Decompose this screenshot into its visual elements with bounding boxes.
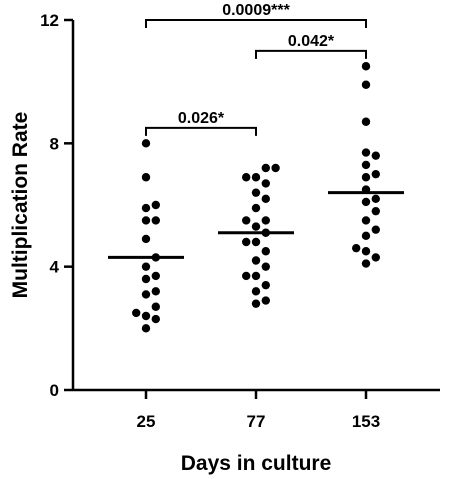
data-points — [132, 62, 380, 333]
y-tick-label: 0 — [50, 381, 59, 400]
significance-label: 0.0009*** — [222, 2, 290, 19]
significance-label: 0.042* — [288, 33, 335, 50]
significance-brackets: 0.0009*** 0.042* 0.026* — [145, 2, 367, 136]
data-point — [261, 216, 270, 225]
data-point — [141, 234, 151, 244]
data-point — [141, 139, 151, 148]
data-point — [261, 280, 270, 290]
data-point — [141, 324, 151, 333]
data-point — [151, 302, 160, 311]
y-tick-label: 4 — [50, 258, 60, 277]
significance-bracket — [145, 19, 367, 28]
data-point — [242, 173, 251, 182]
data-point — [261, 262, 270, 271]
data-point — [141, 262, 151, 271]
data-point — [251, 271, 261, 281]
significance-bracket — [255, 49, 367, 59]
data-point — [151, 271, 160, 281]
data-point — [251, 173, 261, 182]
data-point — [141, 216, 151, 225]
data-point — [151, 216, 160, 225]
data-point — [261, 194, 270, 204]
data-point — [141, 173, 151, 182]
data-point — [361, 62, 371, 71]
data-point — [352, 243, 361, 253]
data-point — [371, 206, 380, 216]
y-ticks: 0 4 8 12 — [40, 11, 73, 400]
y-tick-label: 8 — [50, 134, 59, 153]
data-point — [251, 222, 261, 231]
x-tick-label: 77 — [247, 412, 266, 431]
data-point — [361, 160, 371, 170]
data-point — [141, 311, 151, 321]
data-point — [132, 308, 141, 318]
data-point — [261, 179, 270, 188]
data-point — [361, 148, 371, 157]
data-point — [141, 274, 151, 284]
data-point — [251, 237, 261, 247]
data-point — [251, 203, 261, 213]
data-point — [361, 117, 371, 126]
data-point — [371, 194, 380, 204]
median-lines — [108, 191, 404, 259]
data-point — [242, 271, 251, 281]
data-point — [371, 253, 380, 262]
data-point — [361, 173, 371, 182]
data-point — [151, 200, 160, 210]
x-tick-label: 25 — [137, 412, 156, 431]
x-ticks: 25 77 153 — [137, 390, 380, 431]
data-point — [371, 225, 380, 234]
data-point — [361, 231, 371, 241]
data-point — [151, 287, 160, 296]
data-point — [371, 169, 380, 179]
data-point — [361, 197, 371, 207]
x-axis-title: Days in culture — [181, 452, 332, 475]
data-point — [361, 247, 371, 256]
data-point — [361, 80, 371, 89]
data-point — [371, 151, 380, 160]
data-point — [141, 203, 151, 213]
data-point — [261, 296, 270, 305]
y-tick-label: 12 — [40, 11, 59, 30]
data-point — [251, 287, 261, 296]
data-point — [242, 216, 251, 225]
data-point — [261, 163, 270, 173]
data-point — [361, 259, 371, 268]
y-axis-title: Multiplication Rate — [9, 112, 32, 299]
data-point — [141, 290, 151, 299]
data-point — [261, 247, 270, 256]
data-point — [271, 163, 280, 173]
data-point — [242, 237, 251, 247]
significance-bracket — [145, 126, 257, 136]
x-tick-label: 153 — [352, 412, 380, 431]
data-point — [361, 216, 371, 225]
data-point — [251, 299, 261, 308]
data-point — [251, 256, 261, 265]
significance-label: 0.026* — [178, 110, 225, 127]
data-point — [251, 188, 261, 197]
data-point — [151, 314, 160, 324]
